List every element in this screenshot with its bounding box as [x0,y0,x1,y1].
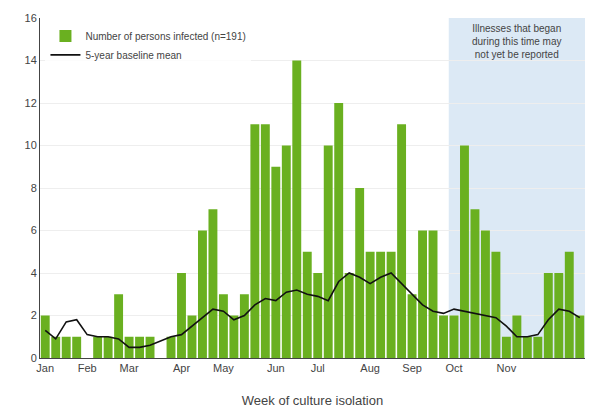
svg-text:May: May [213,362,234,374]
svg-text:5-year baseline mean: 5-year baseline mean [85,50,181,61]
svg-text:Nov: Nov [497,362,517,374]
svg-text:6: 6 [31,224,37,236]
svg-text:Jan: Jan [36,362,54,374]
svg-text:12: 12 [25,97,37,109]
svg-text:Feb: Feb [78,362,97,374]
svg-text:8: 8 [31,182,37,194]
svg-text:Mar: Mar [120,362,139,374]
svg-text:16: 16 [25,12,37,24]
svg-text:Week of culture isolation: Week of culture isolation [242,393,383,408]
svg-text:2: 2 [31,309,37,321]
svg-text:Apr: Apr [173,362,190,374]
svg-text:4: 4 [31,267,37,279]
svg-text:Jul: Jul [311,362,325,374]
svg-text:Jun: Jun [267,362,285,374]
svg-text:Illnesses that beganduring thi: Illnesses that beganduring this time may… [472,23,561,60]
svg-text:Oct: Oct [445,362,462,374]
svg-text:0: 0 [31,352,37,364]
svg-text:Sep: Sep [402,362,422,374]
svg-text:10: 10 [25,139,37,151]
svg-text:Aug: Aug [360,362,380,374]
svg-text:14: 14 [25,54,37,66]
svg-text:Number of persons infected (n=: Number of persons infected (n=191) [85,31,245,42]
